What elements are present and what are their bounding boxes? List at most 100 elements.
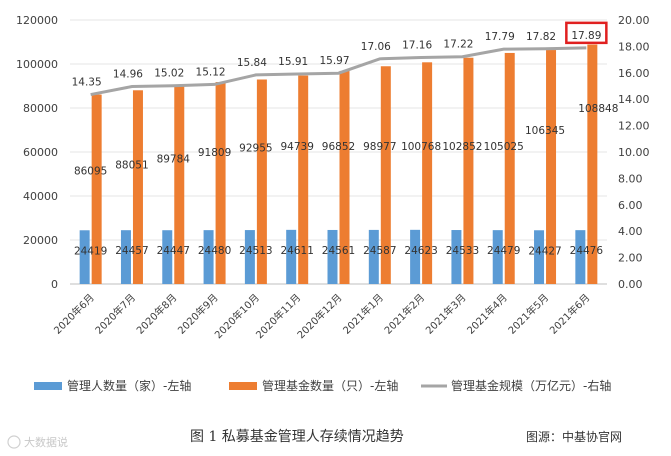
data-labels: 24419 86095 24457 88051 24447 89784 24480 91809… (72, 21, 618, 257)
right-tick-label: 12.00 (618, 120, 650, 133)
right-tick-label: 16.00 (618, 67, 650, 80)
bar-fund-count (380, 66, 391, 284)
bar-fund-count (215, 82, 226, 284)
bar-fund-count (91, 94, 102, 284)
data-label-manager-count: 24457 (115, 245, 148, 257)
bar-fund-count (422, 62, 433, 285)
data-label-fund-scale: 15.91 (278, 56, 308, 68)
x-tick-label: 2020年12月 (294, 291, 344, 341)
data-label-fund-scale: 17.06 (361, 41, 391, 53)
bar-manager-count (79, 230, 90, 284)
bar-manager-count (368, 229, 379, 284)
watermark-icon (7, 435, 21, 449)
bar-fund-count (132, 90, 143, 284)
left-tick-label: 120000 (16, 14, 58, 27)
bar-manager-count (120, 230, 131, 284)
data-label-fund-scale: 17.22 (443, 39, 473, 51)
data-label-manager-count: 24533 (446, 245, 479, 257)
data-label-manager-count: 24427 (528, 245, 561, 257)
data-label-manager-count: 24561 (322, 245, 355, 257)
right-tick-label: 10.00 (618, 146, 650, 159)
data-label-manager-count: 24419 (74, 245, 107, 257)
data-label-fund-count: 100768 (401, 141, 441, 153)
data-label-fund-scale: 17.16 (402, 39, 432, 51)
right-tick-label: 8.00 (618, 172, 643, 185)
bar-manager-count (534, 230, 545, 284)
right-tick-label: 0.00 (618, 278, 643, 291)
x-tick-label: 2021年3月 (423, 291, 469, 337)
right-tick-label: 20.00 (618, 14, 650, 27)
data-label-fund-scale: 14.35 (72, 77, 102, 89)
x-axis-ticks: 2020年6月2020年7月2020年8月2020年9月2020年10月2020… (51, 291, 593, 341)
bar-fund-count (504, 52, 515, 284)
data-label-fund-count: 91809 (198, 147, 231, 159)
bar-manager-count (203, 230, 214, 284)
legend-swatch-manager-count (34, 382, 62, 390)
legend-label-fund-scale: 管理基金规模（万亿元）-右轴 (451, 378, 611, 393)
data-label-manager-count: 24623 (404, 245, 437, 257)
right-tick-label: 14.00 (618, 93, 650, 106)
line-fund-scale (90, 46, 587, 97)
right-tick-label: 18.00 (618, 40, 650, 53)
bar-manager-count (244, 230, 255, 284)
bar-fund-count (463, 57, 474, 284)
data-label-fund-scale: 14.96 (113, 69, 143, 81)
data-label-fund-count: 96852 (322, 141, 355, 153)
bar-manager-count (162, 230, 173, 284)
data-label-manager-count: 24611 (280, 245, 313, 257)
legend: 管理人数量（家）-左轴 管理基金数量（只）-左轴 管理基金规模（万亿元）-右轴 (34, 378, 611, 393)
x-tick-label: 2021年1月 (340, 291, 386, 337)
bar-fund-count (298, 75, 309, 284)
bars (79, 44, 598, 285)
legend-label-manager-count: 管理人数量（家）-左轴 (67, 378, 191, 393)
data-label-fund-count: 102852 (442, 141, 482, 153)
data-label-fund-count: 108848 (578, 103, 618, 115)
gridlines (70, 19, 607, 285)
data-label-fund-count: 106345 (525, 125, 565, 137)
watermark: 大数据说 (7, 435, 68, 449)
bar-fund-count (587, 44, 598, 285)
bar-fund-count (256, 79, 267, 285)
bar-manager-count (451, 230, 462, 284)
data-label-manager-count: 24587 (363, 245, 396, 257)
x-tick-label: 2020年7月 (92, 291, 138, 337)
x-tick-label: 2021年6月 (547, 291, 593, 337)
data-label-manager-count: 24480 (198, 245, 231, 257)
legend-label-fund-count: 管理基金数量（只）-左轴 (262, 378, 398, 393)
bar-fund-count (339, 70, 350, 284)
figure-caption: 图 1 私募基金管理人存续情况趋势 (190, 428, 404, 445)
left-axis-ticks: 0 20000 40000 60000 80000 100000 120000 (16, 14, 58, 291)
data-label-manager-count: 24476 (570, 245, 604, 257)
x-tick-label: 2020年9月 (175, 291, 221, 337)
bar-manager-count (575, 230, 586, 284)
watermark-text: 大数据说 (24, 435, 68, 449)
line-series (90, 46, 587, 97)
data-label-manager-count: 24447 (157, 245, 190, 257)
data-label-fund-scale: 17.89 (571, 30, 601, 42)
data-label-fund-count: 105025 (484, 141, 524, 153)
left-tick-label: 0 (51, 278, 58, 291)
bar-fund-count (546, 50, 557, 284)
x-tick-label: 2021年4月 (464, 291, 510, 337)
bar-manager-count (492, 230, 503, 284)
right-tick-label: 6.00 (618, 199, 643, 212)
right-axis-ticks: 0.00 2.00 4.00 6.00 8.00 10.00 12.00 14.00 16.00… (618, 14, 650, 291)
right-tick-label: 2.00 (618, 252, 643, 265)
right-tick-label: 4.00 (618, 225, 643, 238)
bar-manager-count (286, 229, 297, 284)
highlight-box (565, 21, 608, 45)
data-label-fund-scale: 15.84 (237, 57, 267, 69)
data-label-fund-count: 86095 (74, 166, 107, 178)
figure-source: 图源：中基协官网 (526, 429, 622, 444)
bar-fund-count (174, 86, 185, 285)
data-label-fund-scale: 17.79 (485, 31, 515, 43)
left-tick-label: 60000 (23, 146, 58, 159)
data-label-fund-count: 89784 (157, 153, 191, 165)
data-label-manager-count: 24513 (239, 245, 272, 257)
data-label-fund-count: 94739 (280, 141, 313, 153)
x-tick-label: 2021年2月 (381, 291, 427, 337)
x-tick-label: 2020年8月 (134, 291, 180, 337)
left-tick-label: 80000 (23, 102, 58, 115)
data-label-fund-scale: 15.97 (319, 55, 349, 67)
